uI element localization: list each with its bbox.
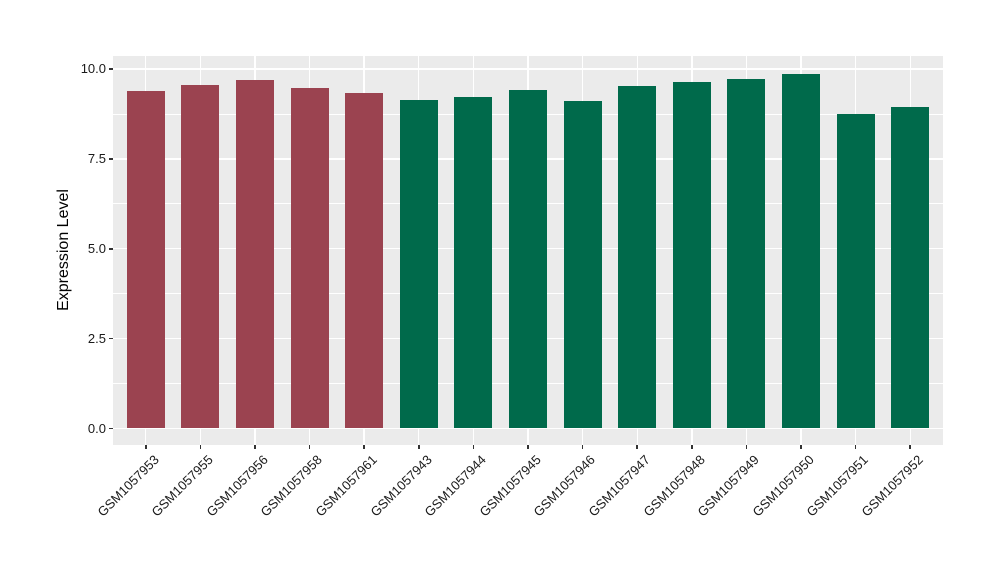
x-tick-mark (636, 445, 638, 449)
x-tick-mark (691, 445, 693, 449)
bar-GSM1057955 (181, 84, 220, 429)
x-tick-mark (145, 445, 147, 449)
x-tick-mark (581, 445, 584, 449)
x-tick-mark (254, 445, 256, 449)
x-tick-mark (745, 445, 748, 449)
y-tick-mark (109, 427, 113, 430)
bar-GSM1057943 (399, 99, 438, 429)
bar-GSM1057948 (672, 82, 711, 429)
y-tick-mark (109, 68, 113, 70)
y-tick-label: 10.0 (80, 61, 106, 76)
y-tick-mark (109, 248, 113, 250)
chart-panel (113, 56, 943, 445)
bar-GSM1057952 (891, 107, 930, 429)
y-tick-label: 2.5 (87, 330, 106, 346)
bar-GSM1057951 (836, 113, 875, 429)
y-tick-label: 5.0 (87, 240, 106, 256)
bar-GSM1057958 (290, 87, 329, 429)
bar-GSM1057956 (235, 80, 274, 429)
bar-GSM1057946 (563, 100, 602, 429)
x-tick-mark (472, 445, 475, 449)
x-tick-mark (527, 445, 529, 449)
x-tick-mark (308, 445, 311, 449)
bar-GSM1057945 (509, 90, 547, 429)
x-tick-mark (854, 445, 857, 449)
x-tick-mark (363, 445, 365, 449)
x-tick-mark (418, 445, 420, 449)
bar-GSM1057953 (126, 91, 165, 429)
y-tick-mark (109, 337, 113, 340)
bar-GSM1057961 (345, 93, 384, 429)
y-tick-label: 7.5 (87, 150, 106, 166)
bar-GSM1057950 (782, 73, 821, 429)
x-tick-mark (800, 445, 802, 449)
bar-GSM1057949 (727, 79, 766, 429)
x-tick-mark (909, 445, 911, 449)
x-tick-mark (199, 445, 202, 449)
bar-GSM1057944 (454, 97, 493, 429)
y-tick-mark (109, 158, 113, 160)
bar-GSM1057947 (618, 85, 657, 429)
y-tick-label: 0.0 (87, 420, 106, 436)
y-axis-title: Expression Level (55, 188, 72, 311)
